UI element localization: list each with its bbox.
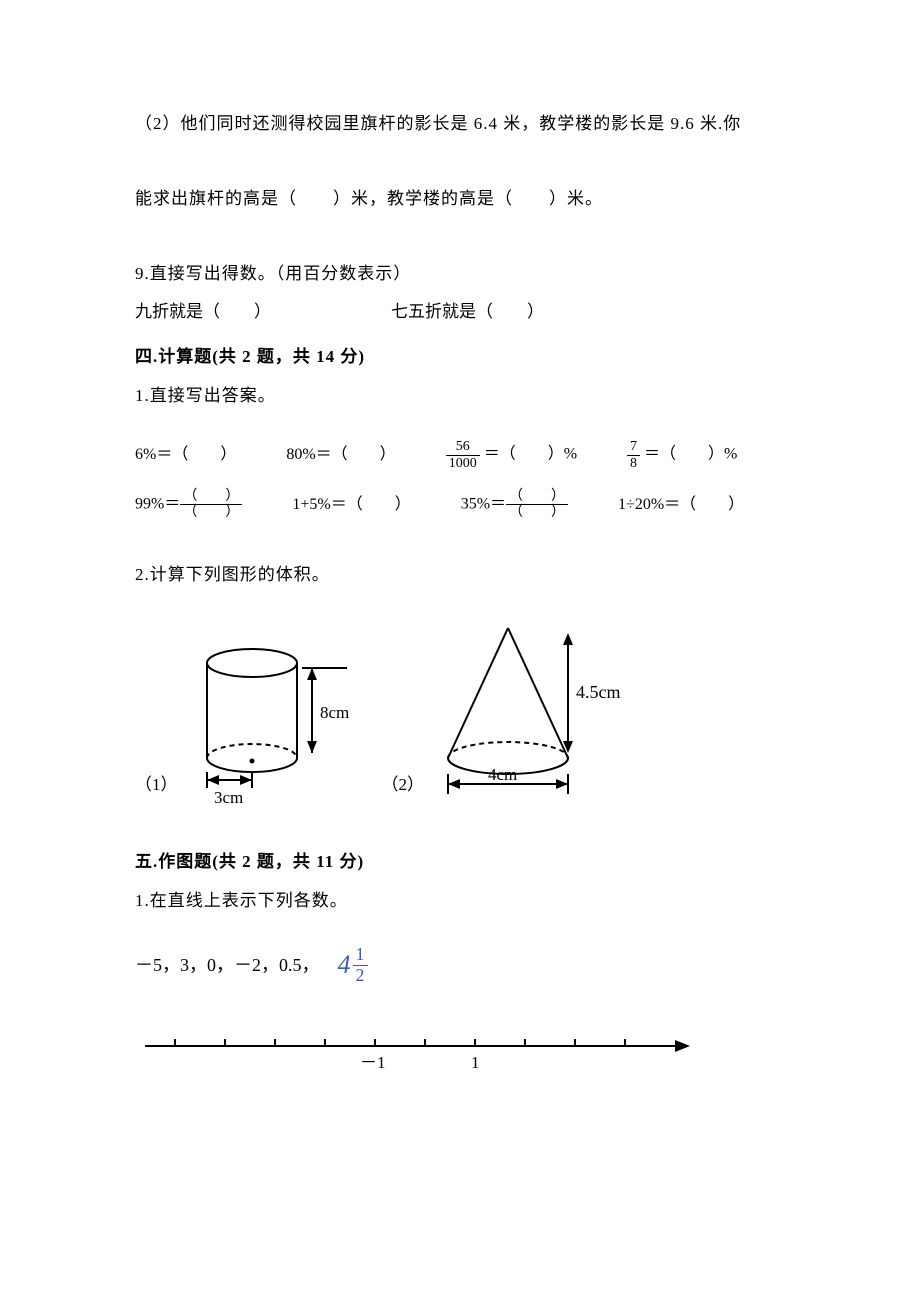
frac-7-8: 7 8	[627, 439, 640, 471]
cylinder-figure: 8cm 3cm	[182, 638, 352, 808]
calc-r1c2: 80%＝（ ）	[286, 442, 395, 468]
mixed-number: 412	[338, 944, 368, 986]
calc-r1c1: 6%＝（ ）	[135, 442, 236, 468]
question-9-b: 七五折就是（ ）	[391, 298, 544, 325]
question-2-line1: （2）他们同时还测得校园里旗杆的影长是 6.4 米，教学楼的影长是 9.6 米.…	[135, 110, 800, 137]
cylinder-height-text: 8cm	[320, 703, 349, 722]
cone-figure: 4.5cm 4cm	[428, 618, 638, 808]
frac-blank-2: （ ） （ ）	[506, 489, 568, 521]
calc-row-2: 99%＝ （ ） （ ） 1+5%＝（ ） 35%＝ （ ） （ ） 1÷20%…	[135, 489, 800, 521]
numberline-neg1: －1	[360, 1053, 386, 1072]
calc-r1c3: 56 1000 ＝（ ）%	[446, 439, 577, 471]
section-5-heading: 五.作图题(共 2 题，共 11 分)	[135, 848, 800, 875]
question-9-title: 9.直接写出得数。（用百分数表示）	[135, 260, 800, 287]
cone-diameter-text: 4cm	[488, 765, 517, 784]
frac-blank-1: （ ） （ ）	[180, 489, 242, 521]
numberline-pos1: 1	[471, 1053, 480, 1072]
calc-r2c1: 99%＝ （ ） （ ）	[135, 489, 242, 521]
problem-4-2-title: 2.计算下列图形的体积。	[135, 561, 800, 588]
question-9-a: 九折就是（ ）	[135, 298, 271, 325]
section-4-heading: 四.计算题(共 2 题，共 14 分)	[135, 343, 800, 370]
question-2-line2: 能求出旗杆的高是（ ）米，教学楼的高是（ ）米。	[135, 185, 800, 212]
problem-5-1-title: 1.在直线上表示下列各数。	[135, 887, 800, 914]
number-line: －1 1	[135, 1026, 695, 1081]
cone-height-text: 4.5cm	[576, 682, 621, 702]
figures-row: （1） 8cm 3cm （2）	[135, 618, 800, 808]
calc-r2c3: 35%＝ （ ） （ ）	[461, 489, 568, 521]
frac-56-1000: 56 1000	[446, 439, 480, 471]
calc-r2c2: 1+5%＝（ ）	[292, 492, 410, 518]
calc-row-1: 6%＝（ ） 80%＝（ ） 56 1000 ＝（ ）% 7 8 ＝（ ）%	[135, 439, 800, 471]
figure-2-label: （2）	[382, 771, 425, 808]
figure-1-label: （1）	[135, 771, 178, 808]
number-list: －5，3，0，－2，0.5， 412	[135, 944, 800, 986]
problem-4-1-title: 1.直接写出答案。	[135, 382, 800, 409]
calc-r1c4: 7 8 ＝（ ）%	[627, 439, 737, 471]
calc-r2c4: 1÷20%＝（ ）	[618, 492, 744, 518]
cylinder-diameter-text: 3cm	[214, 788, 243, 807]
